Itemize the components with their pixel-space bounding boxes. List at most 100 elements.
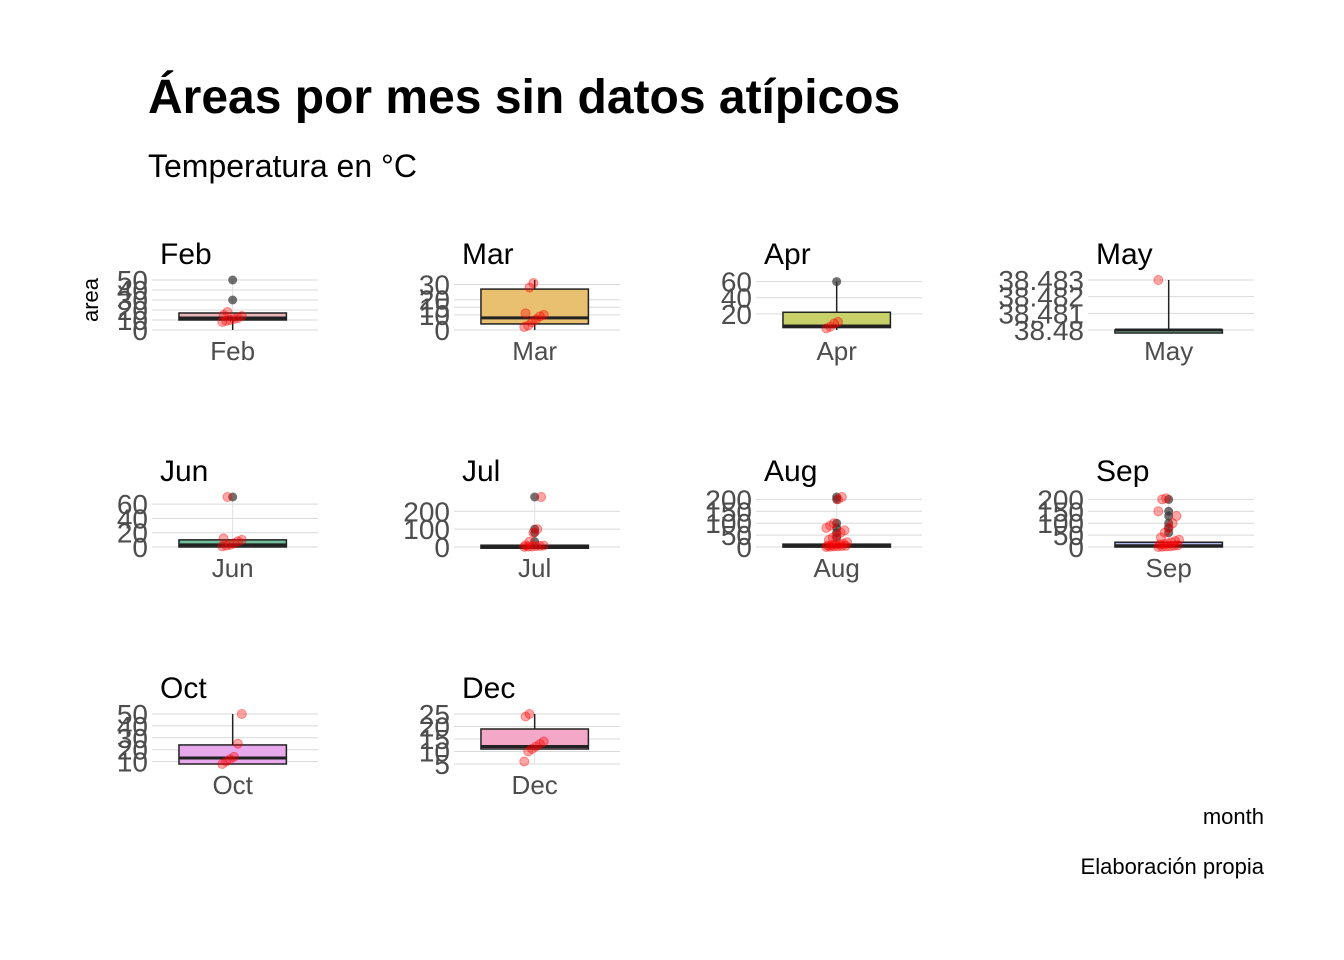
y-tick-label: 50 — [1053, 520, 1084, 551]
outlier-point — [530, 524, 540, 534]
data-point — [825, 520, 836, 531]
data-point — [825, 321, 836, 332]
data-point — [538, 736, 549, 747]
y-tick-label: 40 — [117, 275, 148, 306]
data-point — [1161, 493, 1172, 504]
y-tick-label: 10 — [117, 305, 148, 336]
data-point — [222, 492, 233, 502]
y-tick-label: 15 — [419, 724, 450, 755]
y-tick-label: 50 — [721, 520, 752, 551]
data-point — [222, 307, 233, 317]
y-tick-label: 20 — [419, 712, 450, 743]
data-point — [1174, 534, 1185, 545]
data-point — [825, 541, 836, 552]
y-tick-label: 40 — [117, 503, 148, 534]
data-point — [827, 532, 838, 543]
data-point — [1153, 275, 1164, 285]
data-point — [821, 323, 832, 334]
y-tick-label: 200 — [403, 496, 450, 527]
y-tick-label: 30 — [419, 270, 450, 301]
data-point — [221, 540, 232, 551]
data-point — [538, 540, 549, 551]
data-point — [821, 542, 832, 552]
outlier-point — [832, 277, 842, 287]
data-point — [217, 541, 228, 552]
data-point — [528, 527, 539, 538]
y-axis-label: area — [78, 277, 103, 322]
data-point — [530, 741, 541, 752]
data-point — [225, 539, 236, 550]
data-point — [536, 492, 547, 502]
data-point — [832, 316, 843, 327]
data-point — [217, 759, 228, 769]
facet-label-dec: Dec — [462, 672, 515, 705]
data-point — [520, 540, 531, 551]
y-tick-label: 20 — [117, 735, 148, 766]
outlier-point — [832, 492, 842, 502]
data-point — [527, 317, 538, 328]
y-tick-label: 40 — [721, 283, 752, 314]
data-point — [831, 530, 842, 541]
y-tick-label: 150 — [705, 496, 752, 527]
data-point — [842, 537, 853, 548]
y-tick-label: 40 — [117, 711, 148, 742]
y-tick-label: 20 — [419, 285, 450, 316]
data-point — [225, 754, 236, 765]
box-dec — [480, 728, 590, 750]
data-point — [1170, 536, 1181, 547]
data-point — [1153, 542, 1164, 552]
x-tick-label-jul: Jul — [518, 553, 551, 583]
y-tick-label: 10 — [419, 300, 450, 331]
data-point — [527, 744, 538, 754]
outlier-point — [530, 492, 540, 502]
data-point — [218, 533, 229, 544]
y-tick-label: 5 — [434, 749, 450, 780]
facet-label-apr: Apr — [764, 238, 811, 271]
facet-label-feb: Feb — [160, 238, 212, 271]
data-point — [228, 314, 239, 324]
x-tick-label-jun: Jun — [212, 553, 254, 583]
data-point — [836, 492, 847, 502]
x-tick-label-sep: Sep — [1146, 553, 1192, 583]
data-point — [832, 541, 843, 552]
y-tick-label: 10 — [419, 737, 450, 768]
data-point — [1172, 540, 1183, 551]
outlier-point — [1164, 494, 1174, 504]
facet-label-mar: Mar — [462, 238, 514, 271]
y-tick-label: 20 — [721, 299, 752, 330]
data-point — [534, 739, 545, 749]
data-point — [832, 494, 843, 505]
y-tick-label: 20 — [117, 295, 148, 326]
y-tick-label: 0 — [132, 315, 148, 346]
outlier-point — [228, 295, 238, 305]
y-tick-label: 38.483 — [998, 265, 1084, 296]
data-point — [236, 709, 247, 719]
data-point — [829, 318, 840, 329]
y-tick-label: 50 — [117, 265, 148, 296]
y-tick-label: 38.481 — [998, 298, 1084, 329]
data-point — [1164, 541, 1175, 552]
data-point — [1157, 541, 1168, 552]
facet-label-aug: Aug — [764, 455, 817, 488]
data-point — [236, 311, 247, 321]
data-point — [520, 711, 531, 722]
y-tick-label: 20 — [117, 518, 148, 549]
chart-caption: Elaboración propia — [1080, 854, 1264, 879]
data-point — [232, 738, 243, 749]
data-point — [1163, 522, 1174, 533]
data-point — [528, 278, 539, 289]
data-point — [836, 541, 847, 552]
data-point — [1171, 511, 1182, 522]
data-point — [1159, 527, 1170, 538]
data-point — [530, 541, 541, 552]
y-tick-label: 60 — [117, 489, 148, 520]
y-tick-label: 0 — [434, 532, 450, 563]
data-point — [221, 756, 232, 767]
y-tick-label: 30 — [117, 285, 148, 316]
data-point — [232, 313, 243, 323]
data-point — [1154, 539, 1165, 550]
data-point — [523, 320, 534, 331]
data-point — [839, 525, 850, 536]
data-point — [236, 534, 247, 545]
